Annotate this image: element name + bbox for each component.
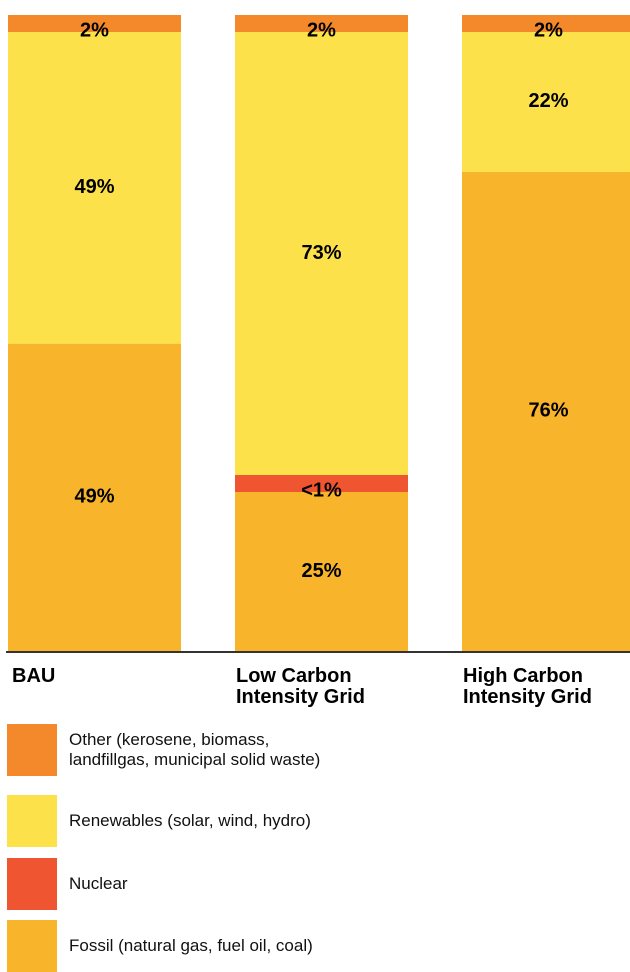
data-label: 2% [534,19,563,41]
bar-segment [462,171,630,652]
legend-label-line: Nuclear [69,874,128,893]
bar-segment [235,15,408,32]
legend-item: Fossil (natural gas, fuel oil, coal) [7,920,607,972]
legend-item: Other (kerosene, biomass, landfillgas, mu… [7,724,607,776]
category-label-line: Intensity Grid [236,686,365,708]
bar-segment [8,15,181,32]
category-label-line: BAU [12,665,56,687]
legend-label-line: Renewables (solar, wind, hydro) [69,811,311,830]
category-label: Low Carbon Intensity Grid [236,666,365,708]
category-label-line: Low Carbon [236,665,352,687]
legend-swatch [7,724,57,776]
legend-label: Fossil (natural gas, fuel oil, coal) [69,920,589,972]
legend-label: Nuclear [69,858,589,910]
legend-swatch [7,920,57,972]
category-label: High Carbon Intensity Grid [463,666,592,708]
data-label: 49% [74,176,114,198]
category-label-line: High Carbon [463,665,583,687]
legend-label-line: landfillgas, municipal solid waste) [69,750,321,769]
bar-segment [462,15,630,32]
bar-segment [8,32,181,344]
legend-label: Other (kerosene, biomass, landfillgas, mu… [69,724,589,776]
data-label: 25% [301,560,341,582]
data-label: 2% [80,19,109,41]
legend-swatch [7,795,57,847]
legend-item: Renewables (solar, wind, hydro) [7,795,607,847]
bar-segment [8,343,181,651]
bar-segment [235,32,408,475]
legend-label-line: Fossil (natural gas, fuel oil, coal) [69,936,313,955]
legend-label-line: Other (kerosene, biomass, [69,730,270,749]
data-label: 22% [528,90,568,112]
data-label: 49% [74,486,114,508]
legend-swatch [7,858,57,910]
data-label: <1% [301,479,342,501]
data-label: 2% [307,19,336,41]
legend-label: Renewables (solar, wind, hydro) [69,795,589,847]
stacked-bar-chart: 49% 49% 2% 25% <1% 73% 2% 76% 22% 2% [6,15,630,653]
bar-segment [462,32,630,172]
legend-item: Nuclear [7,858,607,910]
category-label: BAU [12,666,55,687]
category-label-line: Intensity Grid [463,686,592,708]
data-label: 76% [528,400,568,422]
bar-segment [235,492,408,651]
data-label: 73% [301,242,341,264]
bar-segment [235,475,408,492]
